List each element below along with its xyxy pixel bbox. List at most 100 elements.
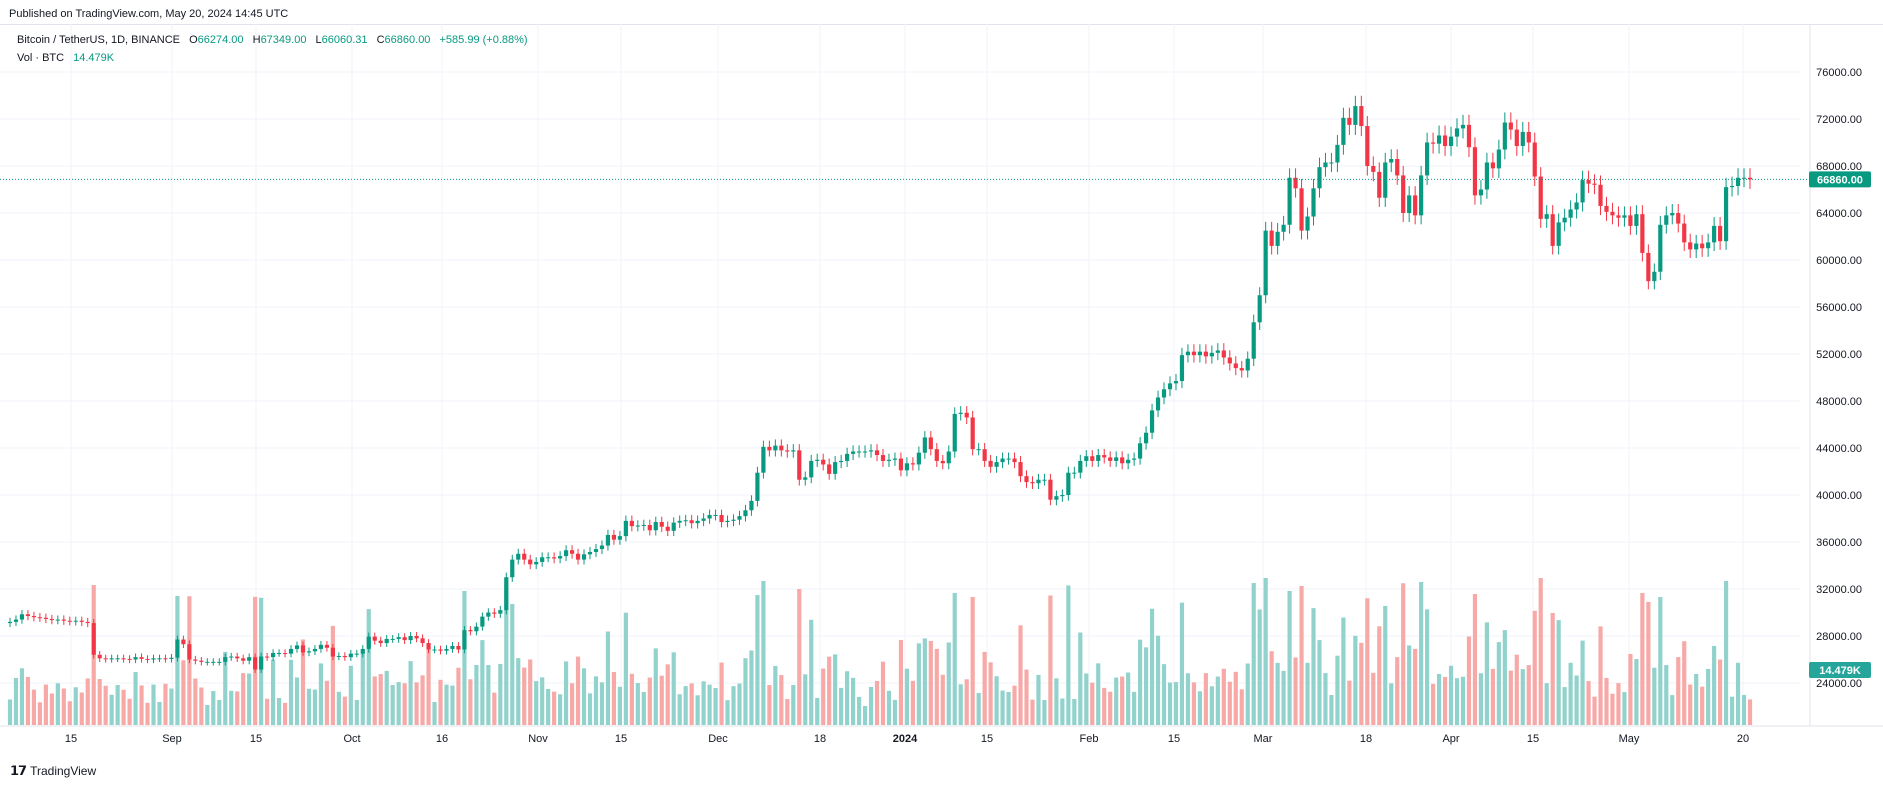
price-tick-label: 60000.00 (1816, 255, 1862, 267)
volume-bar (1741, 695, 1747, 725)
candle-body (1114, 457, 1119, 461)
volume-bar (1454, 678, 1460, 725)
volume-bar (522, 667, 527, 725)
volume-bar (31, 689, 37, 725)
volume-bar (689, 683, 694, 725)
candle-body (1090, 456, 1095, 461)
volume-bar (797, 589, 802, 725)
candle-body (1185, 351, 1191, 356)
volume-bar (211, 691, 216, 725)
volume-bar (492, 692, 497, 725)
candle-body (827, 464, 832, 474)
symbol-name: Bitcoin / TetherUS, 1D, BINANCE (17, 34, 181, 46)
volume-bar (1305, 662, 1310, 725)
volume-bar (839, 687, 844, 725)
candle-body (1700, 243, 1705, 249)
candle-body (49, 618, 54, 621)
candle-body (31, 616, 37, 618)
candle-body (671, 522, 676, 531)
volume-bar (115, 685, 120, 725)
candle-body (229, 656, 234, 658)
volume-bar (456, 667, 461, 725)
candle-body (420, 638, 425, 644)
volume-bar (1323, 673, 1328, 725)
volume-bar (1060, 698, 1065, 725)
candle-body (1072, 472, 1077, 474)
volume-bar (25, 676, 31, 725)
candle-body (516, 553, 521, 560)
volume-bar (1634, 659, 1639, 725)
candle-body (265, 656, 270, 658)
candle-body (665, 526, 670, 531)
volume-bar (151, 684, 156, 725)
volume-bar (1072, 699, 1077, 725)
symbol-legend[interactable]: Bitcoin / TetherUS, 1D, BINANCE O66274.0… (17, 34, 528, 46)
candle-body (253, 657, 258, 670)
candle-body (641, 524, 646, 526)
candle-body (55, 619, 60, 621)
candle-body (61, 619, 66, 621)
volume-bar (1317, 640, 1322, 725)
candle-body (874, 450, 880, 456)
candle-body (1120, 457, 1125, 464)
time-tick-label: 16 (436, 733, 448, 745)
candle-body (1024, 476, 1029, 483)
volume-bar (444, 684, 449, 725)
volume-bar (1658, 597, 1663, 725)
candle-body (205, 661, 210, 663)
candle-body (791, 450, 796, 452)
candle-body (121, 658, 126, 660)
volume-legend[interactable]: Vol · BTC 14.479K (17, 52, 114, 64)
candle-body (1658, 224, 1663, 272)
footer[interactable]: 𝟭𝟳 TradingView (10, 763, 96, 779)
candle-body (480, 616, 485, 627)
volume-bar (1203, 673, 1208, 725)
candle-body (1747, 177, 1753, 180)
volume-bar (940, 674, 945, 725)
volume-bar (552, 691, 557, 725)
volume-bar (659, 675, 664, 725)
candle-body (1329, 162, 1334, 164)
candle-body (976, 449, 981, 451)
volume-bar (1048, 595, 1053, 725)
candle-body (193, 659, 198, 661)
candle-body (109, 658, 114, 660)
candle-body (617, 536, 622, 540)
volume-bar (934, 648, 939, 725)
candle-body (677, 520, 682, 523)
volume-bar (145, 702, 150, 725)
high-value: 67349.00 (260, 34, 307, 46)
volume-bars (7, 578, 1753, 725)
candle-body (1616, 215, 1621, 218)
volume-bar (623, 612, 628, 725)
volume-bar (1335, 655, 1340, 725)
volume-bar (1245, 663, 1250, 725)
candle-body (390, 638, 395, 640)
candle-body (611, 534, 617, 540)
volume-bar (354, 700, 359, 725)
price-tick-label: 28000.00 (1816, 631, 1862, 643)
volume-bar (910, 680, 915, 725)
candle-body (1018, 462, 1023, 477)
candle-body (103, 658, 108, 660)
candle-body (133, 657, 138, 660)
candle-body (1712, 225, 1717, 243)
volume-bar (1460, 676, 1466, 725)
candle-body (563, 550, 569, 557)
volume-bar (904, 668, 909, 725)
volume-bar (1030, 699, 1035, 725)
candle-body (1466, 124, 1472, 148)
volume-bar (845, 671, 850, 725)
candle-body (348, 653, 353, 658)
volume-bar (181, 660, 186, 725)
volume-bar (49, 693, 54, 725)
candle-body (1000, 458, 1005, 463)
volume-bar (1718, 659, 1723, 725)
candle-body (569, 550, 575, 554)
volume-bar (330, 625, 335, 725)
candle-body (1036, 479, 1041, 484)
volume-bar (988, 662, 993, 725)
volume-bar (701, 681, 706, 725)
volume-bar (1688, 684, 1693, 725)
